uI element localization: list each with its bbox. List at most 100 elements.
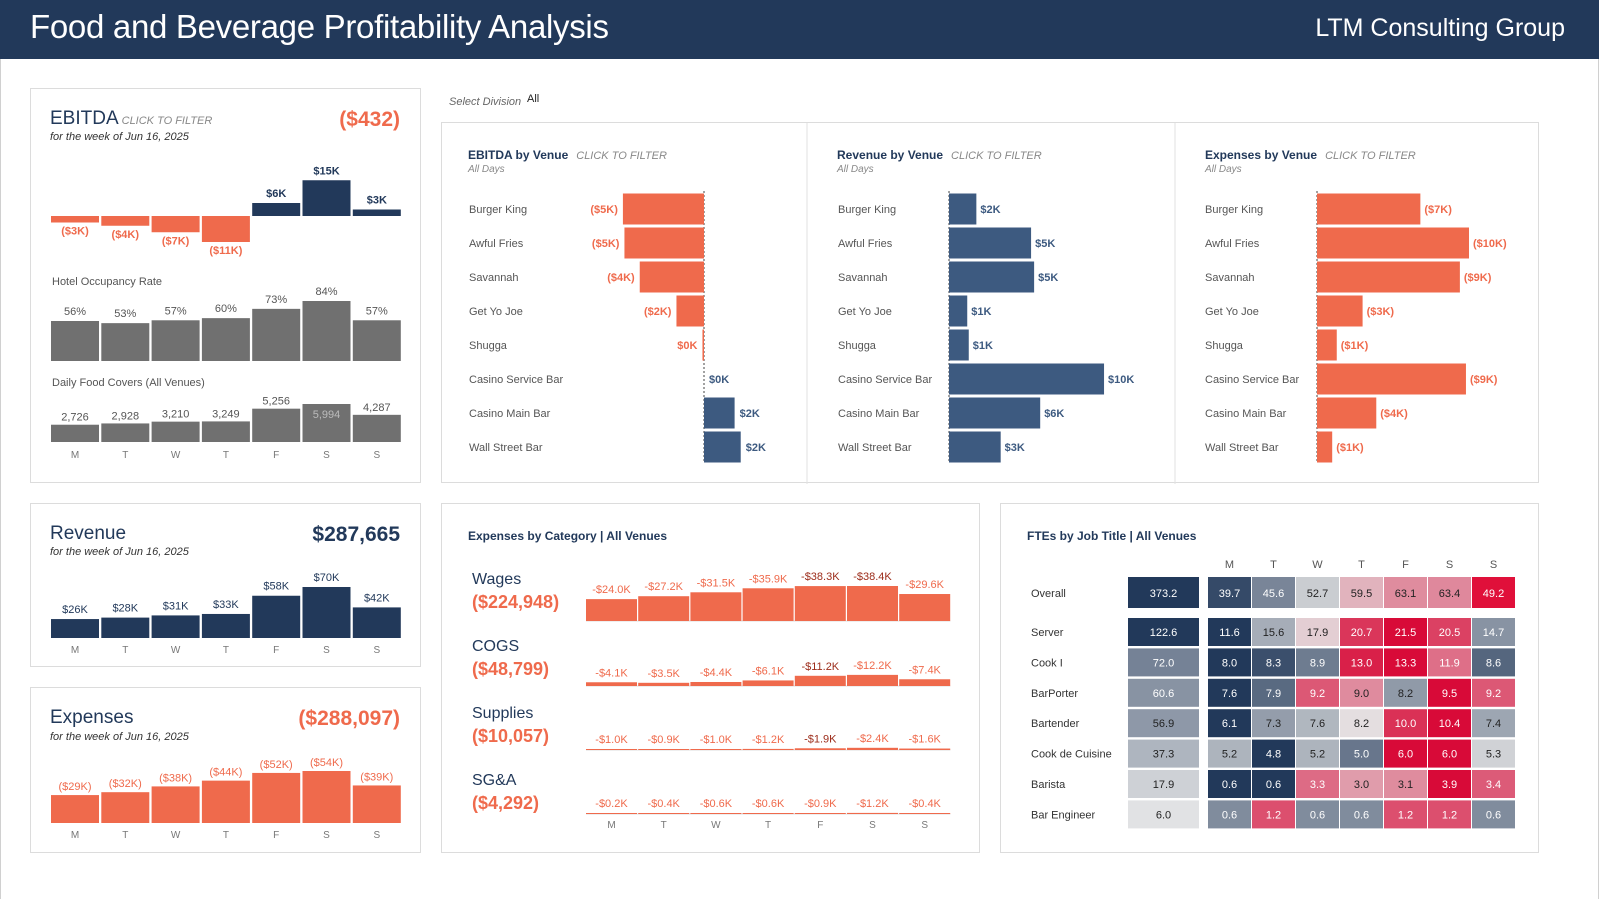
fte-cell-value: 3.0 — [1354, 779, 1369, 791]
fte-total-cell — [1128, 618, 1199, 646]
fte-cell — [1296, 678, 1339, 707]
ebitda-bar — [302, 180, 351, 216]
fte-cell — [1428, 618, 1471, 646]
ebitda-bar-label: $15K — [313, 165, 339, 177]
revenue-venue-click-filter[interactable]: CLICK TO FILTER — [951, 150, 1042, 162]
category-bar-label: -$1.9K — [804, 733, 837, 745]
day-label: S — [373, 645, 380, 656]
occupancy-label: 53% — [114, 308, 136, 320]
category-bar — [847, 747, 898, 750]
revenue-bar-label: $33K — [213, 599, 239, 611]
occupancy-bar — [201, 318, 250, 361]
covers-label: Daily Food Covers (All Venues) — [52, 377, 205, 389]
expenses-bar — [201, 780, 250, 823]
fte-row-name: Overall — [1031, 588, 1066, 600]
fte-cell-value: 15.6 — [1263, 627, 1284, 639]
division-select[interactable]: All — [527, 93, 540, 105]
category-bar — [794, 675, 846, 686]
expenses-venue-bar — [1317, 261, 1460, 293]
ebitda-venue-click-filter[interactable]: CLICK TO FILTER — [576, 150, 667, 162]
revenue-venue-label: $3K — [1005, 442, 1025, 454]
fte-total-value: 72.0 — [1153, 657, 1174, 669]
ebitda-bar-label: $6K — [266, 188, 286, 200]
ebitda-venue-label: ($5K) — [592, 238, 620, 250]
covers-label: 5,256 — [262, 396, 290, 408]
category-title: Expenses by Category | All Venues — [468, 529, 667, 543]
ebitda-click-to-filter[interactable]: CLICK TO FILTER — [121, 115, 213, 127]
fte-cell — [1296, 739, 1339, 768]
category-bar — [742, 813, 794, 814]
category-bar — [638, 596, 690, 621]
fte-cell — [1384, 739, 1427, 768]
fte-col-header: T — [1358, 559, 1365, 571]
fte-panel: M T W T F S S Overall 373.2 39.7 45.6 52.7 59.5 63.1 6… — [1000, 503, 1539, 853]
revenue-venue-title-text: Revenue by Venue — [837, 148, 944, 162]
revenue-bar — [201, 613, 250, 638]
expenses-panel-chart[interactable]: ($29K) ($32K) ($38K) ($44K) ($52K) ($54K) ($39… — [31, 688, 422, 854]
expenses-bar — [302, 771, 351, 823]
venue-name: Wall Street Bar — [469, 442, 543, 454]
ebitda-panel[interactable]: ($3K) ($4K) ($7K) ($11K) $6K $15K $3K 56% 53% 57%… — [30, 88, 421, 483]
fte-cell-value: 6.0 — [1398, 749, 1413, 761]
fte-cell — [1252, 648, 1295, 677]
venue-panel-chart[interactable]: Burger King ($5K) Awful Fries ($5K) Savannah… — [442, 123, 1540, 484]
category-bar-label: -$12.2K — [853, 660, 892, 672]
revenue-bar — [302, 587, 351, 638]
expenses-venue-label: ($1K) — [1341, 340, 1369, 352]
occupancy-label: 57% — [366, 305, 388, 317]
fte-overall-cell-value: 63.4 — [1439, 588, 1460, 600]
fte-overall-cell — [1472, 577, 1515, 608]
fte-cell-value: 13.0 — [1351, 657, 1372, 669]
company-name: LTM Consulting Group — [1315, 14, 1565, 42]
expenses-bar — [352, 785, 401, 823]
fte-cell-value: 7.6 — [1222, 688, 1237, 700]
fte-cell — [1252, 800, 1295, 829]
fte-cell — [1384, 770, 1427, 798]
fte-cell — [1384, 800, 1427, 829]
category-panel-chart[interactable]: -$24.0K -$27.2K -$31.5K -$35.9K -$38.3K -$38.… — [442, 504, 981, 854]
revenue-venue-label: $1K — [971, 306, 991, 318]
category-bar-label: -$4.1K — [595, 667, 628, 679]
category-bar — [742, 680, 794, 686]
fte-row-name: Bar Engineer — [1031, 809, 1096, 821]
venue-name: Burger King — [1205, 204, 1263, 216]
expenses-panel[interactable]: ($29K) ($32K) ($38K) ($44K) ($52K) ($54K) ($39… — [30, 687, 421, 853]
revenue-venue-label: $10K — [1108, 374, 1134, 386]
fte-cell — [1472, 739, 1515, 768]
fte-cell — [1296, 618, 1339, 646]
revenue-bar-label: $31K — [163, 600, 189, 612]
venue-name: Shugga — [469, 340, 508, 352]
expenses-bar-label: ($29K) — [58, 781, 91, 793]
revenue-panel-chart[interactable]: $26K $28K $31K $33K $58K $70K $42K M T W T F S S — [31, 504, 422, 668]
occupancy-bar — [252, 308, 301, 361]
expenses-venue-click-filter[interactable]: CLICK TO FILTER — [1325, 150, 1416, 162]
fte-cell — [1428, 678, 1471, 707]
category-bar — [794, 748, 846, 750]
category-bar-label: -$38.3K — [801, 571, 840, 583]
day-label: T — [223, 645, 229, 656]
venue-name: Casino Service Bar — [469, 374, 563, 386]
ebitda-panel-chart[interactable]: ($3K) ($4K) ($7K) ($11K) $6K $15K $3K 56% 53% 57%… — [31, 89, 422, 484]
category-bar-label: -$27.2K — [644, 581, 683, 593]
frame-left — [0, 59, 1, 899]
revenue-panel[interactable]: $26K $28K $31K $33K $58K $70K $42K M T W T F S S — [30, 503, 421, 667]
fte-col-header: S — [1490, 559, 1497, 571]
fte-panel-chart[interactable]: M T W T F S S Overall 373.2 39.7 45.6 52.7 59.5 63.1 6… — [1001, 504, 1540, 854]
category-bar-label: -$0.9K — [647, 734, 680, 746]
fte-cell — [1428, 709, 1471, 738]
revenue-venue-bar — [949, 363, 1105, 395]
fte-overall-total-cell — [1128, 577, 1199, 608]
fte-cell-value: 7.6 — [1310, 718, 1325, 730]
category-bar — [638, 749, 690, 750]
expenses-venue-label: ($4K) — [1380, 408, 1408, 420]
revenue-venue-label: $2K — [980, 204, 1000, 216]
day-label: M — [71, 645, 79, 656]
expenses-venue-bar — [1317, 397, 1377, 429]
ebitda-bar-label: $3K — [367, 195, 387, 207]
ebitda-venue-bar — [702, 329, 704, 361]
fte-cell — [1340, 618, 1383, 646]
day-label: S — [869, 820, 876, 831]
covers-label: 2,928 — [112, 410, 140, 422]
fte-col-header: T — [1270, 559, 1277, 571]
venue-name: Wall Street Bar — [1205, 442, 1279, 454]
